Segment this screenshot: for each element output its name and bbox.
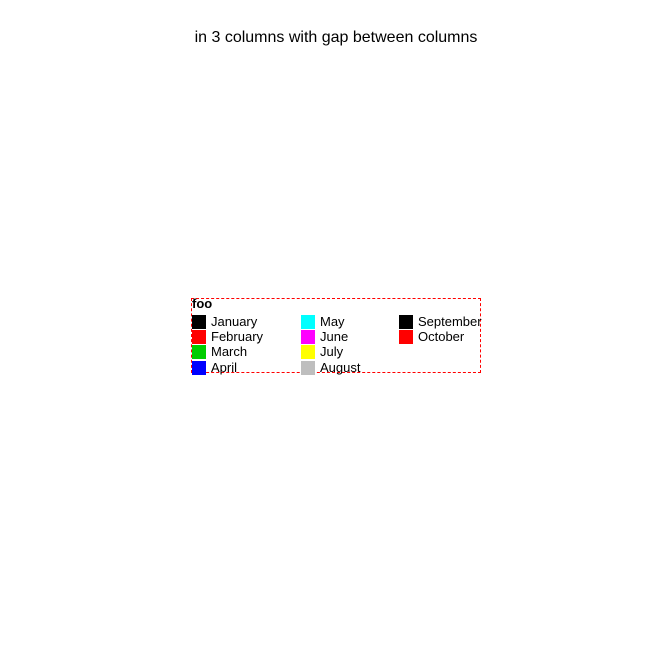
legend-label: September bbox=[418, 314, 482, 329]
legend-swatch bbox=[301, 360, 315, 375]
legend-entry: February bbox=[192, 329, 263, 344]
legend-swatch bbox=[192, 360, 206, 375]
legend-entry: August bbox=[301, 360, 360, 375]
legend-label: October bbox=[418, 329, 465, 344]
legend-label: May bbox=[320, 314, 345, 329]
legend-entry: April bbox=[192, 360, 237, 375]
legend-entry: May bbox=[301, 314, 345, 329]
legend-entry: June bbox=[301, 329, 348, 344]
legend-label: March bbox=[211, 344, 248, 359]
legend-label: February bbox=[211, 329, 264, 344]
legend-entry: October bbox=[399, 329, 464, 344]
legend-swatch bbox=[192, 314, 206, 329]
legend-swatch bbox=[399, 329, 413, 344]
legend-swatch bbox=[192, 344, 206, 359]
legend-label: June bbox=[320, 329, 349, 344]
legend-label: July bbox=[320, 344, 344, 359]
legend-swatch bbox=[399, 314, 413, 329]
legend-entry: January bbox=[192, 314, 257, 329]
chart-title: in 3 columns with gap between columns bbox=[194, 29, 478, 46]
legend-entry: July bbox=[301, 344, 343, 359]
legend-entry: September bbox=[399, 314, 482, 329]
legend: foo January February March April May June July… bbox=[191, 296, 482, 375]
legend-entry: March bbox=[192, 344, 247, 359]
legend-swatch bbox=[301, 314, 315, 329]
legend-swatch bbox=[192, 329, 206, 344]
legend-swatch bbox=[301, 344, 315, 359]
legend-label: April bbox=[211, 360, 238, 375]
legend-swatch bbox=[301, 329, 315, 344]
legend-title: foo bbox=[192, 296, 213, 311]
legend-label: January bbox=[211, 314, 258, 329]
legend-label: August bbox=[320, 360, 361, 375]
